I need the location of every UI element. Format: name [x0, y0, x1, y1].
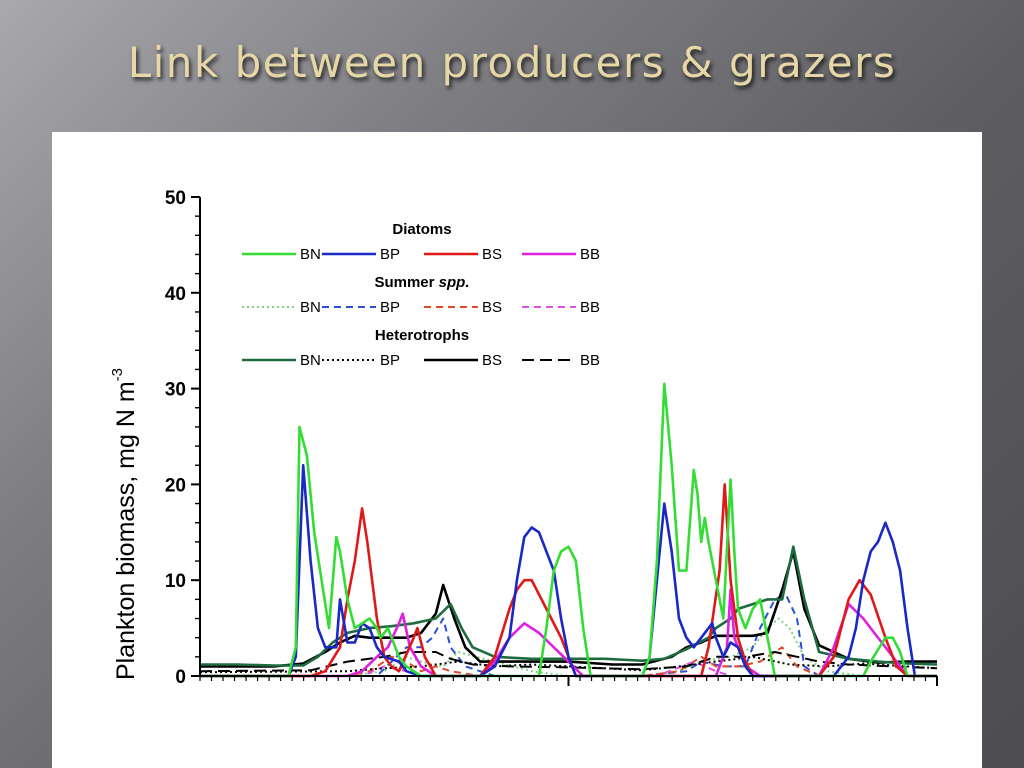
chart-legend: Diatoms BN BP BS BB Summer spp. BN BP BS BB Hetero… [242, 221, 600, 369]
series-line-heterotrophs-bb [199, 651, 938, 673]
series-line-summer-spp-bs [200, 646, 937, 677]
y-tick-label: 20 [165, 475, 186, 496]
y-tick-label: 50 [165, 188, 186, 209]
legend-heading: Diatoms [392, 221, 451, 238]
legend-label: BP [380, 299, 400, 316]
axes-layer: 0 10 20 30 40 50 [165, 188, 938, 688]
legend-label: BS [482, 299, 502, 316]
y-tick-label: 30 [165, 380, 186, 401]
legend-label: BS [482, 246, 502, 263]
y-axis-title-superscript: -3 [109, 368, 126, 381]
y-tick-label: 10 [165, 571, 186, 592]
plankton-biomass-chart: 0 10 20 30 40 50 Diatoms BN BP BS BB Summer spp. BN… [109, 188, 938, 688]
legend-heading: Summer spp. [374, 274, 469, 291]
series-line-diatoms-bn [200, 382, 937, 678]
y-tick-label: 40 [165, 284, 186, 305]
series-line-heterotrophs-bp [199, 655, 938, 674]
series-line-summer-spp-bn [200, 617, 937, 677]
chart-panel: 0 10 20 30 40 50 Diatoms BN BP BS BB Summer spp. BN… [52, 132, 982, 768]
legend-label: BN [300, 299, 321, 316]
legend-label: BB [580, 246, 600, 263]
y-axis-title-text: Plankton biomass, mg N m [112, 381, 140, 680]
legend-label: BB [580, 352, 600, 369]
legend-heading: Heterotrophs [375, 327, 469, 344]
slide-title: Link between producers & grazers [127, 38, 897, 87]
legend-label: BB [580, 299, 600, 316]
series-line-diatoms-bp [200, 463, 937, 678]
legend-label: BN [300, 352, 321, 369]
y-tick-label: 0 [175, 667, 186, 688]
legend-label: BP [380, 246, 400, 263]
y-axis-title: Plankton biomass, mg N m-3 [109, 368, 140, 680]
series-line-diatoms-bs [200, 483, 937, 678]
series-line-diatoms-bb [200, 588, 937, 678]
legend-label: BP [380, 352, 400, 369]
legend-label: BS [482, 352, 502, 369]
series-layer [199, 382, 938, 678]
legend-label: BN [300, 246, 321, 263]
